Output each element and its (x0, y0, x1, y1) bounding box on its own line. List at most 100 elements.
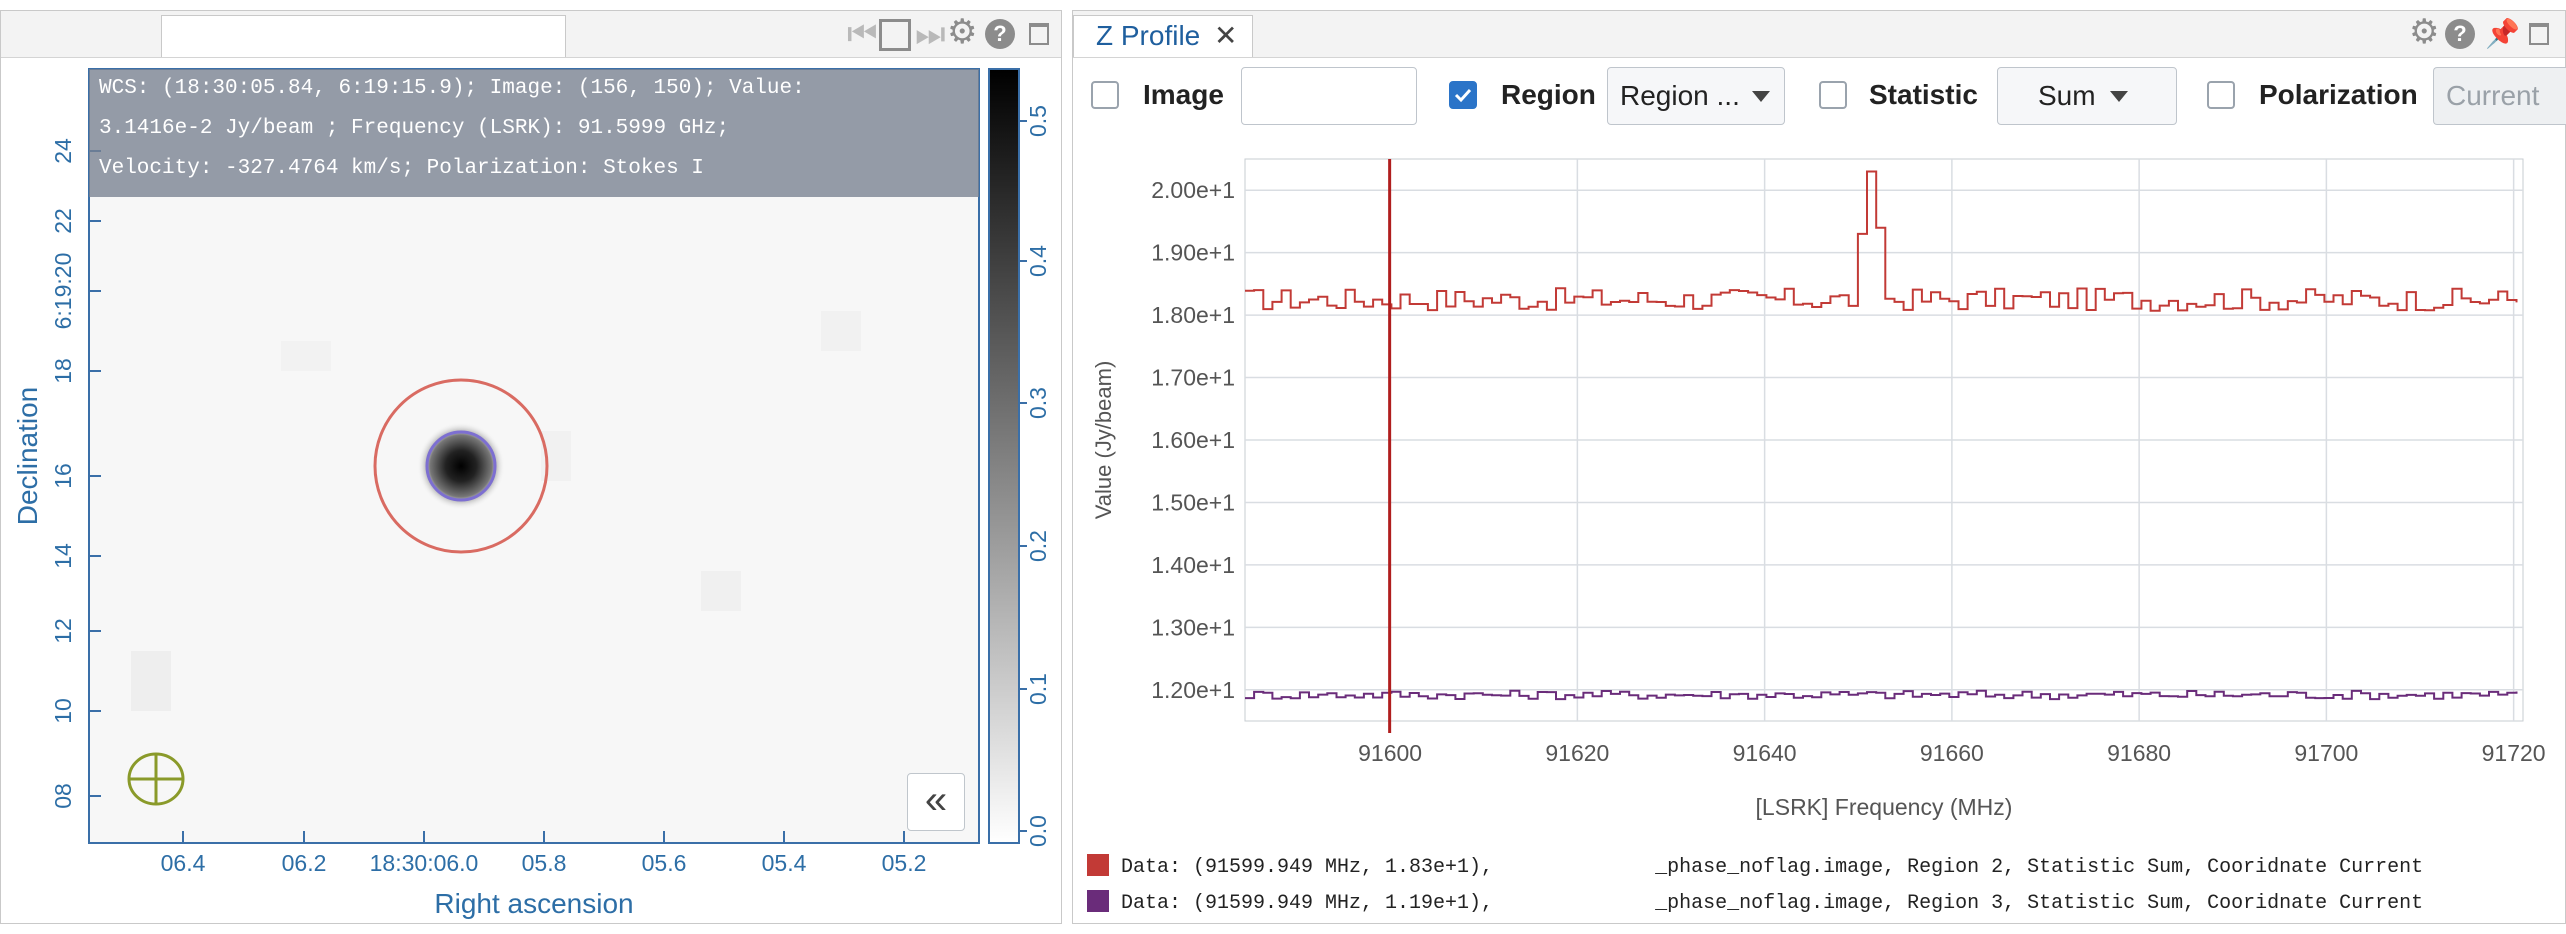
x-tick-label: 91700 (2294, 740, 2358, 766)
profile-series-line (1245, 689, 2518, 701)
declination-ticks: 24 22 6:19:20 18 16 14 12 10 08 (50, 138, 101, 809)
x-tick-label: 05.6 (642, 850, 687, 876)
series-group (1245, 170, 2518, 701)
chevron-down-icon (2110, 91, 2128, 102)
colorbar-ticks: 0.5 0.4 0.3 0.2 0.1 0.0 (1019, 105, 1051, 847)
background-noise (131, 311, 861, 711)
z-profile-tab-title: Z Profile (1096, 20, 1201, 51)
beam-ellipse (127, 752, 185, 806)
image-viewer-tabbar: ⏮ ⏭ ⚙ ? (1, 11, 1061, 58)
redacted-filename (1493, 853, 1656, 880)
colorbar-tick-label: 0.1 (1025, 673, 1051, 705)
polarization-checkbox[interactable] (2207, 81, 2235, 109)
x-tick-label: 91640 (1733, 740, 1797, 766)
statistic-checkbox[interactable] (1819, 81, 1847, 109)
y-tick-label: 10 (50, 698, 76, 724)
redacted-filename (1493, 889, 1656, 916)
y-tick-label: 12 (50, 618, 76, 644)
cursor-info-line-2: 3.1416e-2 Jy/beam ; Frequency (LSRK): 91… (99, 117, 730, 140)
region-3-circle[interactable] (425, 430, 497, 502)
legend-swatch (1087, 890, 1109, 912)
image-viewer-tab[interactable] (161, 15, 566, 57)
y-tick-label: 16 (50, 463, 76, 489)
colorbar-tick-label: 0.5 (1025, 105, 1051, 137)
region-select[interactable]: Region ... (1607, 67, 1785, 125)
x-axis-label: Right ascension (434, 888, 633, 919)
colorbar-tick-label: 0.4 (1025, 245, 1051, 277)
x-axis-label: [LSRK] Frequency (MHz) (1756, 794, 2013, 820)
x-tick-label: 05.2 (882, 850, 927, 876)
y-tick-label: 22 (50, 208, 76, 234)
image-canvas[interactable] (88, 68, 980, 844)
legend-suffix: _phase_noflag.image, Region 3, Statistic… (1655, 892, 2424, 915)
legend-swatch (1087, 854, 1109, 876)
x-tick-label: 06.4 (161, 850, 206, 876)
image-label: Image (1143, 79, 1224, 110)
x-tick-label: 91680 (2107, 740, 2171, 766)
x-tick-label: 91720 (2482, 740, 2546, 766)
z-profile-tab[interactable]: Z Profile ✕ (1073, 15, 1253, 57)
image-viewer-panel: ⏮ ⏭ ⚙ ? (0, 10, 1062, 924)
maximize-icon[interactable] (2529, 23, 2549, 45)
y-tick-label: 24 (50, 138, 76, 164)
cursor-info-line-3: Velocity: -327.4764 km/s; Polarization: … (99, 157, 704, 180)
x-tick-label: 05.4 (762, 850, 807, 876)
colorbar-tick-label: 0.2 (1025, 530, 1051, 562)
region-checkbox[interactable] (1449, 81, 1477, 109)
colorbar-tick-label: 0.0 (1025, 815, 1051, 847)
y-tick-label: 1.60e+1 (1151, 427, 1235, 453)
right-ascension-ticks: 06.4 06.2 18:30:06.0 05.8 05.6 05.4 05.2 (161, 831, 927, 876)
gear-icon[interactable]: ⚙ (2409, 13, 2440, 51)
maximize-icon[interactable] (1029, 23, 1049, 45)
region-select-value: Region ... (1620, 80, 1740, 111)
region-2-circle[interactable] (373, 378, 549, 554)
gear-icon[interactable]: ⚙ (947, 13, 978, 51)
y-ticks: 1.20e+1 1.30e+1 1.40e+1 1.50e+1 1.60e+1 1.70e… (1151, 177, 1235, 703)
image-select[interactable] (1241, 67, 1417, 125)
next-frame-icon[interactable]: ⏭ (915, 15, 946, 53)
image-checkbox[interactable] (1091, 81, 1119, 109)
plot-grid (1245, 159, 2523, 721)
source-blob (417, 422, 505, 510)
statistic-label: Statistic (1869, 79, 1978, 110)
y-axis-label: Declination (12, 387, 43, 526)
chevron-down-icon (1752, 91, 1770, 102)
statistic-select-value: Sum (2038, 80, 2096, 111)
y-tick-label: 1.20e+1 (1151, 677, 1235, 703)
y-tick-label: 08 (50, 783, 76, 809)
legend-prefix: Data: (91599.949 MHz, 1.83e+1), (1121, 856, 1494, 879)
help-icon[interactable]: ? (2445, 19, 2475, 49)
legend-suffix: _phase_noflag.image, Region 2, Statistic… (1655, 856, 2424, 879)
close-icon[interactable]: ✕ (1214, 20, 1238, 51)
colorbar (988, 68, 1020, 844)
cursor-info-line-1: WCS: (18:30:05.84, 6:19:15.9); Image: (1… (99, 77, 805, 100)
cursor-info-overlay: WCS: (18:30:05.84, 6:19:15.9); Image: (1… (89, 69, 979, 197)
z-profile-panel: Z Profile ✕ ⚙ ? 📌 Image Region Region ..… (1072, 10, 2566, 924)
polarization-select[interactable]: Current (2433, 67, 2566, 125)
y-tick-label: 1.30e+1 (1151, 614, 1235, 640)
image-plot[interactable]: 24 22 6:19:20 18 16 14 12 10 08 06.4 06.2 18:30:06… (1, 11, 1063, 925)
collapse-button[interactable]: « (907, 773, 965, 831)
y-tick-label: 1.80e+1 (1151, 302, 1235, 328)
first-frame-icon[interactable]: ⏮ (847, 15, 878, 53)
legend-row: Data: (91599.949 MHz, 1.83e+1), _phase_no… (1087, 853, 2423, 883)
polarization-select-value: Current (2446, 80, 2540, 111)
legend-row: Data: (91599.949 MHz, 1.19e+1), _phase_no… (1087, 889, 2423, 919)
y-tick-label: 14 (50, 543, 76, 569)
y-tick-label: 18 (50, 358, 76, 384)
y-tick-label: 1.40e+1 (1151, 552, 1235, 578)
help-icon[interactable]: ? (985, 19, 1015, 49)
y-tick-label: 1.90e+1 (1151, 240, 1235, 266)
x-tick-label: 06.2 (282, 850, 327, 876)
colorbar-tick-label: 0.3 (1025, 387, 1051, 419)
y-axis-label: Value (Jy/beam) (1091, 361, 1116, 520)
z-profile-chart[interactable]: 1.20e+1 1.30e+1 1.40e+1 1.50e+1 1.60e+1 1.70e… (1073, 11, 2566, 851)
legend-prefix: Data: (91599.949 MHz, 1.19e+1), (1121, 892, 1494, 915)
x-tick-label: 91620 (1545, 740, 1609, 766)
polarization-label: Polarization (2259, 79, 2418, 110)
y-tick-label: 1.70e+1 (1151, 365, 1235, 391)
y-tick-label: 6:19:20 (50, 253, 76, 330)
pin-icon[interactable]: 📌 (2485, 18, 2520, 49)
stop-icon[interactable] (879, 19, 911, 51)
statistic-select[interactable]: Sum (1997, 67, 2177, 125)
